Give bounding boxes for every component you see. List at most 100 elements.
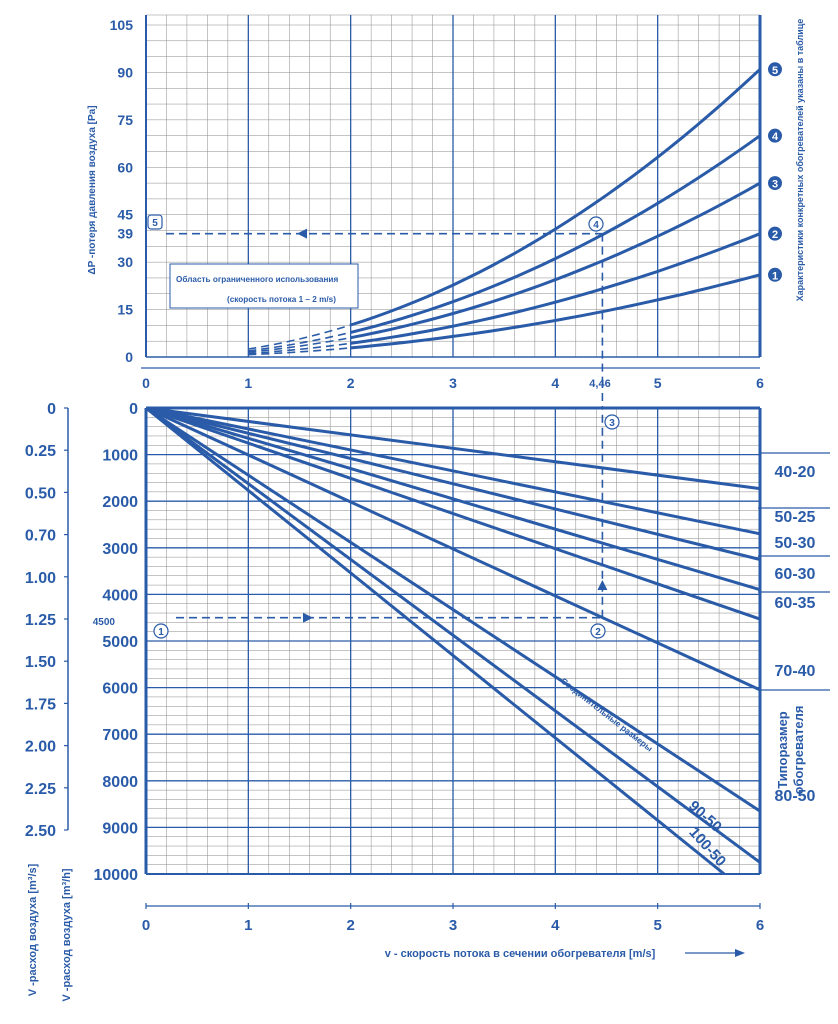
tag-step-4: 4 (593, 220, 599, 231)
m3h-tick: 1000 (102, 448, 138, 465)
tag-step-1-frame (153, 623, 169, 639)
top-x-tick: 0 (142, 375, 150, 391)
top-y-title: ΔP -потеря давления воздуха [Pa] (87, 105, 98, 274)
right-side-note: Характеристики конкретных обогревателей … (795, 19, 805, 302)
tag-step-2: 2 (595, 627, 601, 638)
top-curve-3-restricted (248, 336, 351, 353)
m3h-tick: 6000 (102, 681, 138, 698)
size-caption-line1: Типоразмер (775, 711, 790, 789)
top-curve-2 (350, 232, 761, 345)
m3s-tick-label: 0 (47, 401, 56, 418)
top-x-tick: 5 (654, 375, 662, 391)
m3s-tick-label: 2.00 (25, 739, 56, 756)
curve-number-5: 5 (772, 65, 778, 77)
top-x-tick: 2 (347, 375, 355, 391)
m3h-tick: 8000 (102, 774, 138, 791)
m3s-tick-label: 1.50 (25, 654, 56, 671)
curve-number-2: 2 (772, 229, 778, 241)
flow-line-60-30 (145, 406, 761, 592)
bottom-guide-arrow (303, 612, 313, 623)
top-curve-4-restricted (248, 331, 351, 352)
curve-number-badge-3 (768, 176, 782, 191)
top-y-tick: 105 (110, 17, 134, 33)
tag-step-3-frame (604, 414, 620, 430)
m3s-tick-label: 1.75 (25, 696, 56, 713)
top-y-tick: 30 (117, 254, 133, 270)
top-y-tick: 45 (117, 207, 133, 223)
size-label-70-40: 70-40 (775, 663, 816, 680)
bottom-guide-up-arrow (597, 580, 608, 590)
size-label-60-30: 60-30 (775, 566, 816, 583)
bottom-x-tick-label: 2 (346, 917, 354, 934)
top-y-tick: 15 (117, 302, 133, 318)
top-y-tick: 75 (117, 112, 133, 128)
m3s-tick-label: 2.25 (25, 781, 56, 798)
m3s-tick-label: 0.70 (25, 528, 56, 545)
size-label-40-20: 40-20 (775, 464, 816, 481)
top-curve-2-restricted (248, 342, 351, 355)
m3h-tick: 5000 (102, 634, 138, 651)
size-label-50-25: 50-25 (775, 509, 816, 526)
top-curve-5 (350, 68, 762, 327)
top-curve-5-restricted (248, 324, 351, 350)
m3h-tick: 7000 (102, 727, 138, 744)
bottom-x-title: v - скорость потока в сечении обогревате… (385, 948, 656, 960)
tag-step-5: 5 (152, 218, 158, 229)
bottom-x-tick-label: 6 (756, 917, 764, 934)
top-x-tick: 4 (551, 375, 559, 391)
tag-step-5-frame (147, 214, 163, 230)
m3s-tick-label: 1.00 (25, 570, 56, 587)
flow-line-60-35 (145, 406, 761, 621)
m3s-tick-label: 0.50 (25, 485, 56, 502)
top-y-tick: 0 (125, 349, 133, 365)
curve-number-badge-1 (768, 267, 782, 282)
restricted-use-box (169, 263, 359, 309)
top-y-tick: 39 (117, 226, 133, 242)
m3s-tick-label: 2.50 (25, 823, 56, 840)
m3s-tick-label: 0.25 (25, 443, 56, 460)
size-label-50-30: 50-30 (775, 535, 816, 552)
tag-step-3: 3 (609, 418, 615, 429)
flow-line-90-50 (145, 406, 761, 864)
m3h-tick: 3000 (102, 541, 138, 558)
top-guide-arrow (297, 228, 307, 239)
top-y-tick: 90 (117, 64, 133, 80)
curve-number-badge-5 (768, 62, 782, 77)
top-x-tick: 3 (449, 375, 457, 391)
flow-line-70-40 (145, 406, 761, 692)
bottom-x-tick-label: 3 (449, 917, 457, 934)
flow-line-80-50 (145, 406, 761, 813)
flow-line-50-25 (145, 406, 761, 536)
m3h-axis-title: V -расход воздуха [m³/h] (61, 868, 73, 1002)
size-caption-line2: обогревателя (791, 706, 806, 795)
restricted-use-subtitle: (скорость потока 1 – 2 m/s) (227, 295, 336, 304)
curve-number-4: 4 (772, 131, 779, 143)
curve-number-badge-2 (768, 226, 782, 241)
bottom-x-tick-label: 1 (244, 917, 252, 934)
flow-line-100-50 (145, 406, 726, 876)
tag-step-4-frame (588, 216, 604, 232)
m3h-tick: 2000 (102, 494, 138, 511)
m3s-axis-title: V -расход воздуха [m³/s] (27, 863, 39, 996)
bottom-x-tick-label: 5 (653, 917, 661, 934)
top-curve-1 (350, 273, 761, 350)
top-x-tick: 1 (244, 375, 252, 391)
top-curve-1-restricted (248, 347, 351, 356)
size-label-80-50: 80-50 (775, 788, 816, 805)
bottom-x-tick-label: 4 (551, 917, 560, 934)
flow-line-50-30 (145, 406, 761, 561)
x-title-arrow-head (735, 949, 745, 957)
bottom-x-tick-label: 0 (142, 917, 150, 934)
tag-step-2-frame (590, 623, 606, 639)
top-y-tick: 60 (117, 159, 133, 175)
m3s-tick-label: 1.25 (25, 612, 56, 629)
m3h-tick: 9000 (102, 820, 138, 837)
flow-line-40-20 (145, 406, 761, 491)
curve-number-3: 3 (772, 179, 778, 191)
tag-step-1: 1 (158, 627, 164, 638)
top-curve-4 (350, 134, 761, 334)
m3h-tick: 10000 (94, 867, 139, 884)
size-label-60-35: 60-35 (775, 595, 816, 612)
top-x-tick: 6 (756, 375, 764, 391)
